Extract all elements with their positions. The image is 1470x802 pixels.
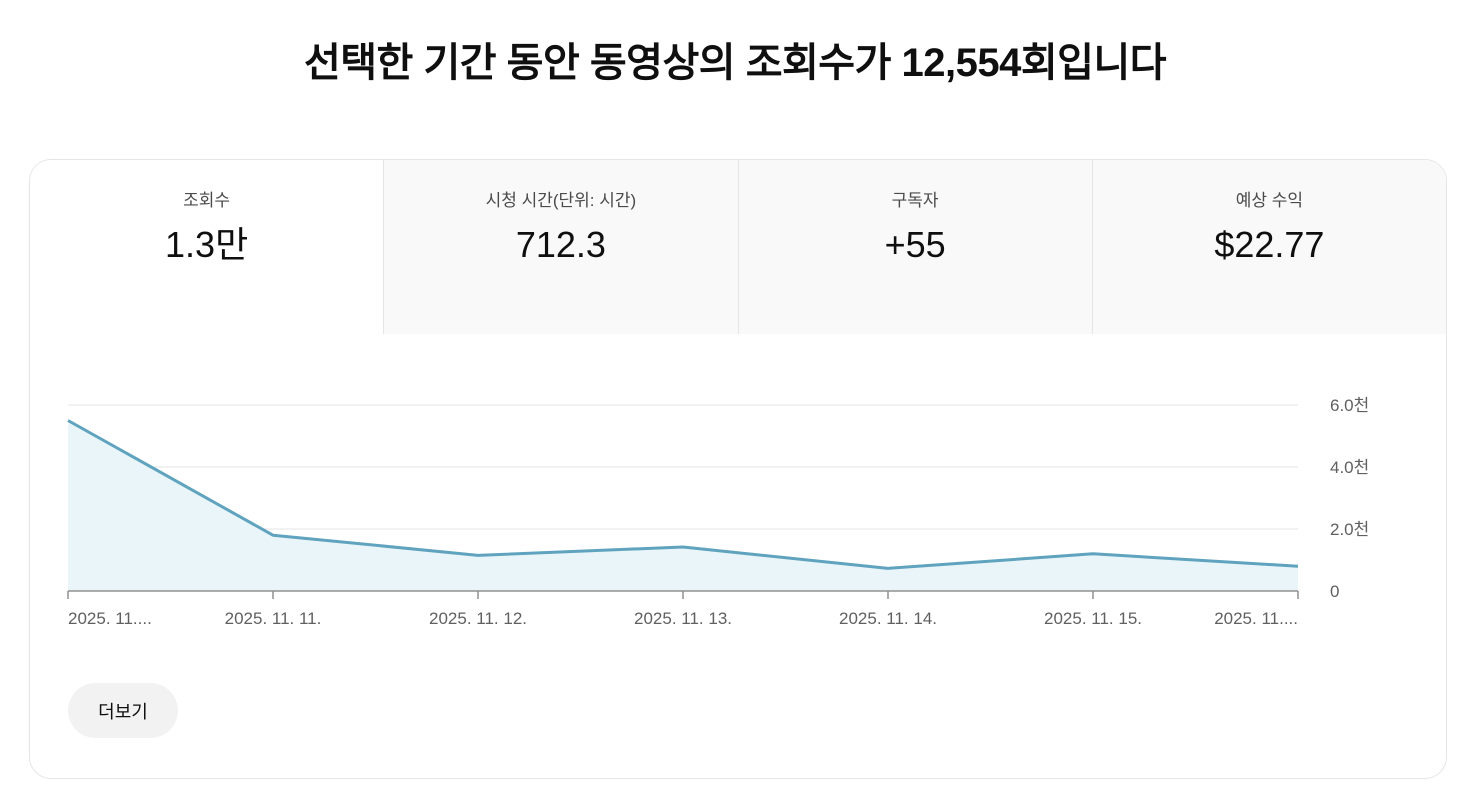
x-tick-label: 2025. 11....	[68, 609, 152, 628]
x-tick-label: 2025. 11....	[1214, 609, 1298, 628]
tab-revenue-label: 예상 수익	[1235, 191, 1304, 210]
y-tick-label: 0	[1330, 582, 1339, 601]
tab-watch-time-label: 시청 시간(단위: 시간)	[485, 191, 637, 210]
tab-revenue[interactable]: 예상 수익 $22.77	[1091, 160, 1446, 334]
headline-prefix: 선택한 기간 동안 동영상의 조회수가	[303, 41, 902, 85]
tab-subscribers[interactable]: 구독자 +55	[737, 160, 1092, 334]
tab-watch-time-value: 712.3	[515, 224, 606, 265]
tab-watch-time[interactable]: 시청 시간(단위: 시간) 712.3	[383, 160, 738, 334]
more-button[interactable]: 더보기	[68, 683, 178, 738]
headline-suffix: 회입니다	[1020, 41, 1167, 85]
tab-subscribers-label: 구독자	[891, 191, 939, 210]
metric-tabs: 조회수 1.3만 시청 시간(단위: 시간) 712.3 구독자 +55 예상 …	[30, 160, 1446, 334]
page-title: 선택한 기간 동안 동영상의 조회수가 12,554회입니다	[0, 30, 1470, 88]
x-tick-label: 2025. 11. 11.	[225, 609, 322, 628]
y-tick-label: 2.0천	[1330, 520, 1369, 539]
headline-count: 12,554	[901, 41, 1022, 85]
x-tick-label: 2025. 11. 15.	[1044, 609, 1142, 628]
y-tick-label: 4.0천	[1330, 458, 1369, 477]
tab-views-label: 조회수	[183, 191, 231, 210]
analytics-card: 조회수 1.3만 시청 시간(단위: 시간) 712.3 구독자 +55 예상 …	[29, 159, 1447, 779]
tab-views-value: 1.3만	[165, 224, 249, 265]
tab-subscribers-value: +55	[884, 224, 946, 265]
y-tick-label: 6.0천	[1330, 396, 1369, 415]
x-tick-label: 2025. 11. 13.	[634, 609, 732, 628]
area-fill	[68, 420, 1298, 591]
x-tick-label: 2025. 11. 14.	[839, 609, 937, 628]
series-line	[67, 419, 1299, 570]
x-tick-label: 2025. 11. 12.	[429, 609, 527, 628]
tab-revenue-value: $22.77	[1214, 224, 1325, 265]
tab-views[interactable]: 조회수 1.3만	[30, 160, 384, 334]
views-chart: 0 2.0천 4.0천 6.0천 2025. 11.... 2025. 11. 11. 20…	[67, 396, 1369, 628]
